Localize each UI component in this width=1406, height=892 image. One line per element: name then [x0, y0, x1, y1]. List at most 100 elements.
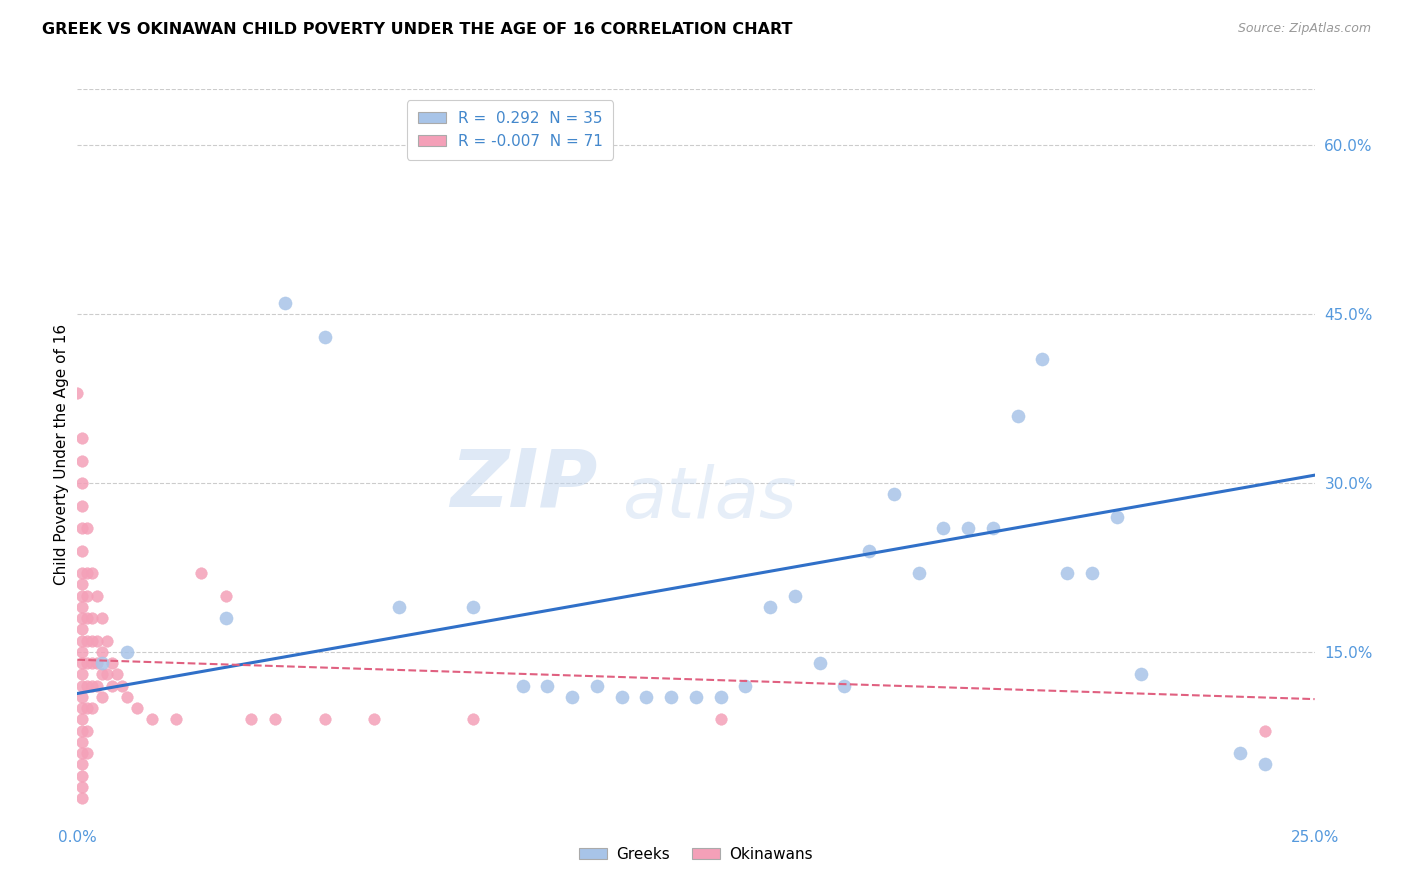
Point: [76, 566, 98, 580]
Point: [91, 690, 114, 704]
Y-axis label: Child Poverty Under the Age of 16: Child Poverty Under the Age of 16: [53, 325, 69, 585]
Point: [72, 712, 94, 726]
Point: [82, 701, 104, 715]
Point: [72, 679, 94, 693]
Point: [1105, 509, 1128, 524]
Point: [66, 386, 89, 401]
Point: [72, 599, 94, 614]
Point: [512, 679, 534, 693]
Point: [86, 679, 108, 693]
Point: [388, 599, 411, 614]
Point: [91, 611, 114, 625]
Text: GREEK VS OKINAWAN CHILD POVERTY UNDER THE AGE OF 16 CORRELATION CHART: GREEK VS OKINAWAN CHILD POVERTY UNDER TH…: [42, 22, 793, 37]
Point: [1254, 723, 1277, 738]
Point: [314, 330, 336, 344]
Point: [808, 656, 831, 670]
Point: [463, 599, 485, 614]
Point: [215, 589, 238, 603]
Point: [96, 667, 118, 681]
Point: [76, 633, 98, 648]
Point: [239, 712, 262, 726]
Point: [76, 521, 98, 535]
Point: [264, 712, 287, 726]
Point: [72, 476, 94, 491]
Point: [957, 521, 980, 535]
Point: [91, 645, 114, 659]
Point: [101, 656, 124, 670]
Point: [76, 589, 98, 603]
Point: [105, 667, 128, 681]
Point: [72, 543, 94, 558]
Point: [72, 735, 94, 749]
Point: [72, 656, 94, 670]
Point: [636, 690, 658, 704]
Point: [115, 690, 138, 704]
Point: [932, 521, 955, 535]
Point: [72, 791, 94, 805]
Point: [86, 633, 108, 648]
Point: [76, 656, 98, 670]
Legend: Greeks, Okinawans: Greeks, Okinawans: [574, 840, 818, 868]
Point: [115, 645, 138, 659]
Point: [274, 296, 297, 310]
Point: [72, 499, 94, 513]
Point: [834, 679, 856, 693]
Point: [363, 712, 385, 726]
Point: [72, 577, 94, 591]
Point: [783, 589, 806, 603]
Point: [1254, 757, 1277, 772]
Point: [710, 690, 733, 704]
Point: [907, 566, 929, 580]
Point: [536, 679, 558, 693]
Point: [72, 723, 94, 738]
Point: [1056, 566, 1078, 580]
Point: [72, 645, 94, 659]
Point: [190, 566, 212, 580]
Point: [86, 589, 108, 603]
Point: [76, 611, 98, 625]
Point: [82, 611, 104, 625]
Point: [96, 633, 118, 648]
Point: [72, 757, 94, 772]
Point: [165, 712, 187, 726]
Point: [76, 723, 98, 738]
Point: [981, 521, 1004, 535]
Point: [141, 712, 163, 726]
Point: [1007, 409, 1029, 423]
Point: [734, 679, 756, 693]
Point: [72, 769, 94, 783]
Point: [72, 453, 94, 467]
Point: [82, 633, 104, 648]
Point: [215, 611, 238, 625]
Point: [883, 487, 905, 501]
Point: [82, 656, 104, 670]
Point: [1229, 746, 1251, 760]
Point: [76, 679, 98, 693]
Point: [659, 690, 682, 704]
Point: [101, 679, 124, 693]
Point: [1130, 667, 1153, 681]
Point: [72, 633, 94, 648]
Point: [72, 431, 94, 445]
Point: [72, 623, 94, 637]
Point: [82, 679, 104, 693]
Point: [91, 656, 114, 670]
Point: [463, 712, 485, 726]
Point: [125, 701, 148, 715]
Point: [1081, 566, 1104, 580]
Point: [685, 690, 707, 704]
Point: [76, 701, 98, 715]
Text: Source: ZipAtlas.com: Source: ZipAtlas.com: [1237, 22, 1371, 36]
Point: [710, 712, 733, 726]
Point: [72, 566, 94, 580]
Point: [72, 667, 94, 681]
Point: [759, 599, 782, 614]
Point: [76, 746, 98, 760]
Point: [314, 712, 336, 726]
Point: [561, 690, 583, 704]
Point: [586, 679, 609, 693]
Point: [72, 589, 94, 603]
Point: [111, 679, 134, 693]
Point: [72, 701, 94, 715]
Point: [858, 543, 880, 558]
